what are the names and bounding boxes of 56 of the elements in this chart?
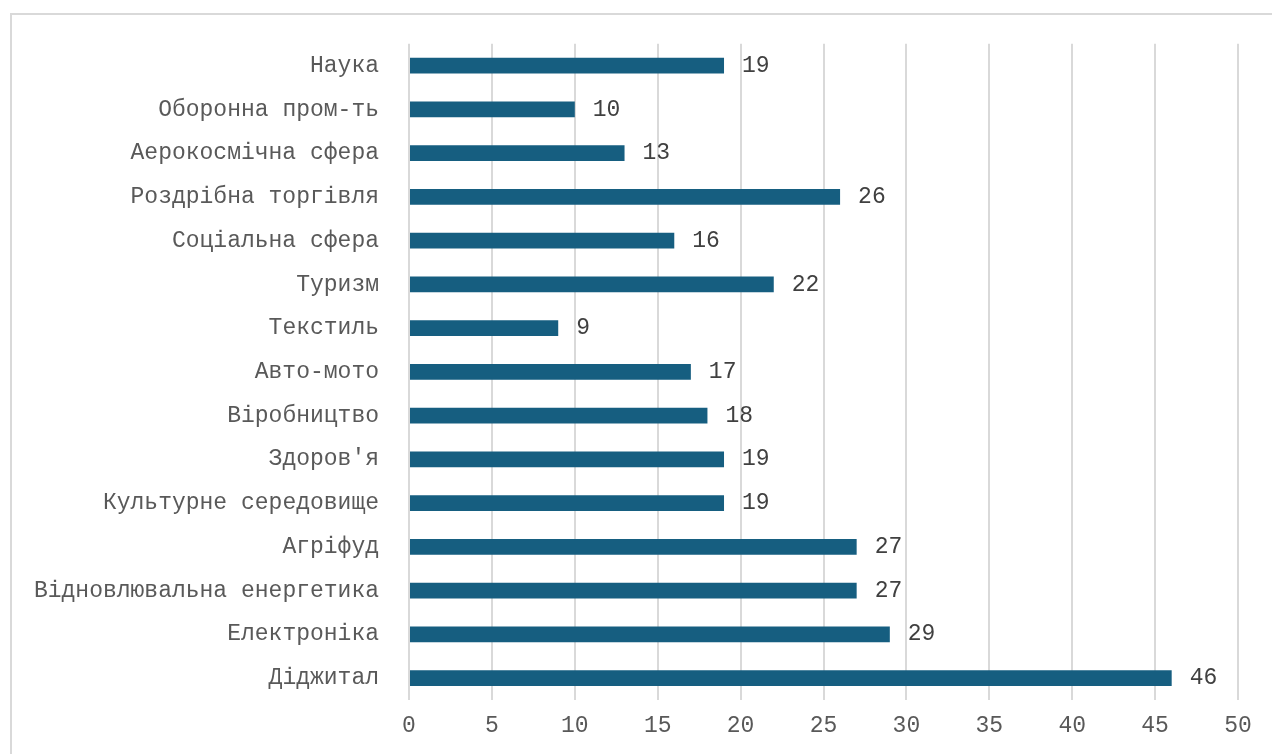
y-tick-label: Агріфуд [282, 533, 379, 560]
data-label: 22 [791, 271, 820, 298]
bar [410, 495, 725, 512]
x-tick-label: 25 [809, 712, 838, 739]
bar [410, 232, 675, 249]
data-label: 17 [708, 358, 737, 385]
x-tick-label: 50 [1224, 712, 1252, 739]
x-tick-label: 0 [402, 712, 416, 739]
y-tick-label: Оборонна пром-ть [158, 96, 379, 123]
x-tick-label: 20 [726, 712, 755, 739]
bar [410, 364, 691, 380]
y-tick-label: Культурне середовище [102, 490, 379, 517]
bar [410, 320, 559, 337]
x-tick-label: 45 [1141, 712, 1169, 739]
bar [410, 57, 725, 74]
data-label: 18 [725, 402, 754, 429]
bar [410, 101, 575, 118]
data-label: 19 [742, 52, 770, 79]
x-tick-label: 5 [484, 712, 499, 739]
y-tick-label: Діджитал [268, 665, 379, 692]
data-label: 19 [742, 446, 770, 473]
data-label: 9 [576, 315, 591, 342]
y-tick-label: Віробництво [227, 402, 379, 429]
y-tick-label: Роздрібна торгівля [130, 184, 379, 211]
data-label: 46 [1189, 665, 1218, 692]
y-tick-label: Здоров'я [268, 446, 379, 473]
data-label: 27 [874, 533, 903, 560]
x-tick-label: 15 [643, 712, 672, 739]
data-label: 16 [692, 227, 720, 254]
bar [410, 539, 857, 555]
y-tick-label: Туризм [296, 271, 379, 298]
x-tick-label: 35 [975, 712, 1004, 739]
bar [410, 626, 890, 643]
y-tick-label: Відновлювальна енергетика [33, 577, 380, 604]
y-tick-label: Авто-мото [254, 358, 379, 385]
bar [410, 189, 841, 205]
x-tick-label: 40 [1058, 712, 1086, 739]
bar [410, 582, 857, 599]
bar [410, 276, 774, 293]
bar [410, 670, 1172, 686]
x-tick-label: 10 [561, 712, 589, 739]
y-tick-label: Наука [309, 52, 380, 79]
y-tick-label: Аерокосмічна сфера [130, 140, 380, 167]
bar [410, 451, 725, 468]
data-label: 13 [642, 140, 671, 167]
data-label: 29 [907, 621, 936, 648]
data-label: 19 [742, 490, 770, 517]
data-label: 26 [858, 184, 886, 211]
data-label: 10 [592, 96, 621, 123]
x-tick-label: 30 [892, 712, 921, 739]
y-tick-label: Електроніка [227, 621, 380, 648]
bar [410, 407, 708, 424]
y-tick-label: Соціальна сфера [171, 227, 380, 254]
y-tick-label: Текстиль [268, 315, 379, 342]
data-label: 27 [874, 577, 903, 604]
bar [410, 145, 625, 162]
